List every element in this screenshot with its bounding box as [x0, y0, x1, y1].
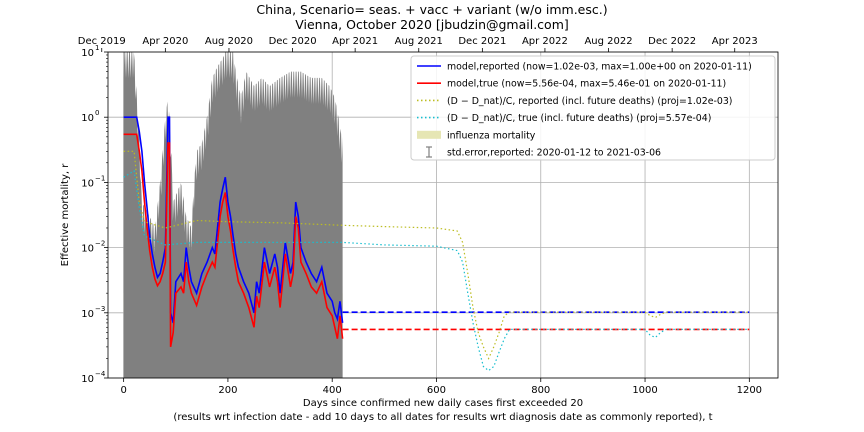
chart-title: China, Scenario= seas. + vacc + variant …: [256, 2, 608, 17]
top-tick-label: Apr 2022: [522, 36, 568, 47]
series-line: [123, 116, 344, 324]
top-tick-label: Dec 2021: [458, 36, 506, 47]
x-axis-label-note: (results wrt infection date - add 10 day…: [173, 412, 712, 423]
series-line: [123, 133, 344, 348]
legend-label-influenza: influenza mortality: [447, 130, 536, 141]
legend-label-reported: model,reported (now=1.02e-03, max=1.00e+…: [447, 62, 752, 73]
top-tick-label: Aug 2021: [395, 36, 443, 47]
y-tick-label: 10: [81, 113, 94, 124]
y-tick-exponent: 1: [95, 44, 99, 52]
x-tick-label: 200: [218, 385, 237, 396]
plot-frame: [107, 51, 779, 379]
y-tick-label: 10: [81, 48, 94, 59]
top-tick-label: Dec 2019: [78, 36, 126, 47]
top-tick-label: Apr 2020: [142, 36, 188, 47]
y-tick-label: 10: [81, 309, 94, 320]
x-tick-label: 800: [531, 385, 550, 396]
top-tick-label: Aug 2022: [584, 36, 632, 47]
stderr-area: [123, 52, 343, 378]
legend-swatch: [417, 130, 441, 139]
y-tick-exponent: −3: [95, 305, 105, 313]
legend-label-d_reported: (D − D_nat)/C, reported (incl. future de…: [447, 96, 732, 107]
y-tick-exponent: −2: [95, 240, 105, 248]
top-tick-label: Aug 2020: [205, 36, 253, 47]
y-tick-exponent: −1: [95, 174, 105, 182]
chart-subtitle: Vienna, October 2020 [jbudzin@gmail.com]: [295, 17, 569, 32]
x-tick-label: 1200: [737, 385, 762, 396]
y-axis-label: Effective mortality, r: [60, 163, 71, 267]
x-tick-label: 600: [427, 385, 446, 396]
stderr-fill: [123, 52, 343, 378]
legend-label-stderr: std.error,reported: 2020-01-12 to 2021-0…: [447, 148, 661, 159]
legend-label-d_true: (D − D_nat)/C, true (incl. future deaths…: [447, 113, 711, 124]
legend-label-true: model,true (now=5.56e-04, max=5.46e-01 o…: [447, 79, 726, 90]
legend-box: [410, 55, 776, 161]
y-tick-exponent: 0: [95, 109, 99, 117]
top-tick-label: Dec 2022: [648, 36, 696, 47]
x-tick-label: 0: [120, 385, 126, 396]
y-tick-label: 10: [81, 374, 94, 385]
x-axis-label: Days since confirmed new daily cases fir…: [303, 398, 583, 409]
top-tick-label: Apr 2023: [712, 36, 758, 47]
top-tick-label: Apr 2021: [332, 36, 378, 47]
legend: model,reported (now=1.02e-03, max=1.00e+…: [410, 55, 776, 161]
x-tick-label: 1000: [632, 385, 657, 396]
series-lines: [123, 116, 750, 372]
y-tick-label: 10: [81, 244, 94, 255]
top-tick-label: Dec 2020: [269, 36, 317, 47]
y-tick-exponent: −4: [95, 370, 106, 378]
series-line: [123, 169, 750, 372]
top-date-ticks: Dec 2019 Apr 2020 Aug 2020 Dec 2020 Apr 2021…: [78, 36, 758, 52]
x-ticks: 0 200 400 600 800 1000 1200: [120, 378, 762, 396]
y-tick-label: 10: [81, 178, 94, 189]
x-tick-label: 400: [323, 385, 342, 396]
